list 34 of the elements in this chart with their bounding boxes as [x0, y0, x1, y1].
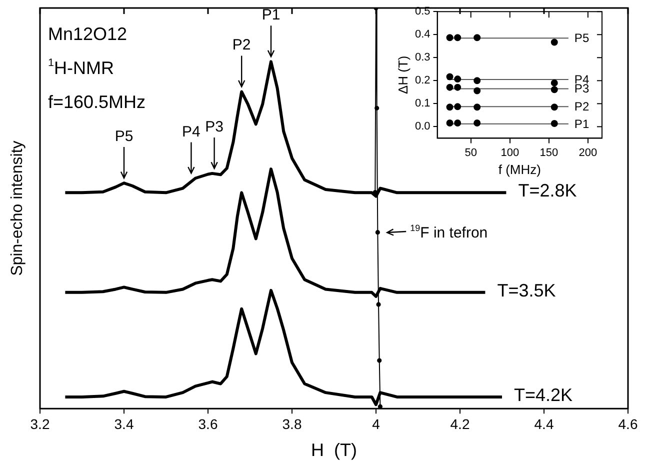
- series-label: T=3.5K: [497, 280, 556, 300]
- x-tick-label: 200: [578, 146, 598, 159]
- x-tick-label: 4.6: [618, 416, 638, 432]
- x-tick-label: 50: [464, 146, 477, 159]
- annotation: P3: [205, 118, 224, 136]
- annotation: f=160.5MHz: [48, 92, 146, 112]
- x-tick-label: 4.4: [534, 416, 554, 432]
- x-tick-label: 4.2: [450, 416, 470, 432]
- x-tick-label: 3.2: [30, 416, 50, 432]
- x-tick-label: 4: [372, 416, 380, 432]
- x-axis-title: f (MHz): [498, 162, 541, 177]
- x-tick-label: 3.4: [114, 416, 134, 432]
- y-axis-title: Spin-echo intensity: [9, 140, 26, 276]
- series-label: P1: [574, 116, 590, 131]
- x-tick-label: 100: [500, 146, 520, 159]
- y-tick-label: 0.1: [414, 98, 430, 110]
- x-tick-label: 3.8: [282, 416, 302, 432]
- series-label: P2: [574, 100, 590, 114]
- series-label: P5: [574, 31, 590, 46]
- annotation: P5: [114, 128, 134, 146]
- annotation: P4: [182, 123, 200, 140]
- x-tick-label: 3.6: [198, 416, 218, 432]
- series-label: T=2.8K: [518, 180, 577, 201]
- annotation: P1: [262, 6, 280, 24]
- y-tick-label: 0.0: [414, 120, 430, 133]
- annotation: Mn12O12: [48, 24, 128, 44]
- series-label: T=4.2K: [514, 384, 573, 405]
- y-axis-title: ΔH (T): [395, 56, 410, 94]
- y-tick-label: 0.4: [414, 28, 430, 41]
- y-tick-label: 0.2: [414, 74, 430, 87]
- x-axis-title: H (T): [311, 440, 357, 460]
- annotation: P2: [232, 36, 251, 54]
- y-tick-label: 0.3: [414, 52, 430, 64]
- x-tick-label: 150: [540, 146, 558, 159]
